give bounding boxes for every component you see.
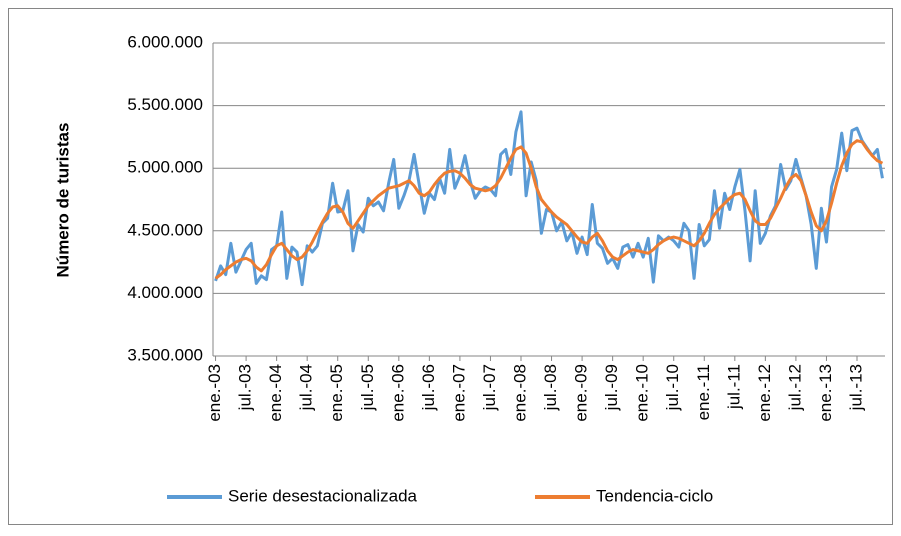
x-tick-label: ene.-12 xyxy=(755,364,774,422)
x-tick-label: jul.-12 xyxy=(785,364,804,411)
y-tick-label: 6.000.000 xyxy=(127,32,203,51)
y-tick-label: 4.000.000 xyxy=(127,283,203,302)
x-tick-label: ene.-04 xyxy=(266,364,285,422)
x-tick-label: ene.-05 xyxy=(327,364,346,422)
x-tick-label: jul.-13 xyxy=(846,364,865,411)
x-tick-label: jul.-09 xyxy=(602,364,621,411)
y-tick-label: 3.500.000 xyxy=(127,345,203,364)
x-tick-label: jul.-11 xyxy=(724,364,743,410)
y-tick-label: 4.500.000 xyxy=(127,220,203,239)
x-tick-label: ene.-10 xyxy=(633,364,652,422)
x-tick-label: jul.-04 xyxy=(297,364,316,411)
y-axis-label: Número de turistas xyxy=(53,123,72,278)
x-tick-label: jul.-08 xyxy=(541,364,560,411)
x-tick-label: jul.-06 xyxy=(419,364,438,411)
legend-label: Serie desestacionalizada xyxy=(228,486,418,505)
chart-frame xyxy=(8,8,893,525)
x-tick-label: ene.-03 xyxy=(205,364,224,422)
series-line xyxy=(214,139,884,280)
y-tick-label: 5.000.000 xyxy=(127,158,203,177)
x-tick-label: ene.-07 xyxy=(449,364,468,422)
x-tick-label: ene.-08 xyxy=(510,364,529,422)
x-tick-label: ene.-06 xyxy=(388,364,407,422)
x-tick-label: jul.-03 xyxy=(236,364,255,411)
x-tick-label: jul.-07 xyxy=(480,364,499,411)
x-tick-label: ene.-11 xyxy=(694,364,713,420)
y-tick-label: 5.500.000 xyxy=(127,95,203,114)
x-tick-label: jul.-10 xyxy=(663,364,682,411)
x-tick-label: jul.-05 xyxy=(358,364,377,411)
x-tick-label: ene.-09 xyxy=(572,364,591,422)
legend-label: Tendencia-ciclo xyxy=(596,486,713,505)
x-tick-label: ene.-13 xyxy=(816,364,835,422)
